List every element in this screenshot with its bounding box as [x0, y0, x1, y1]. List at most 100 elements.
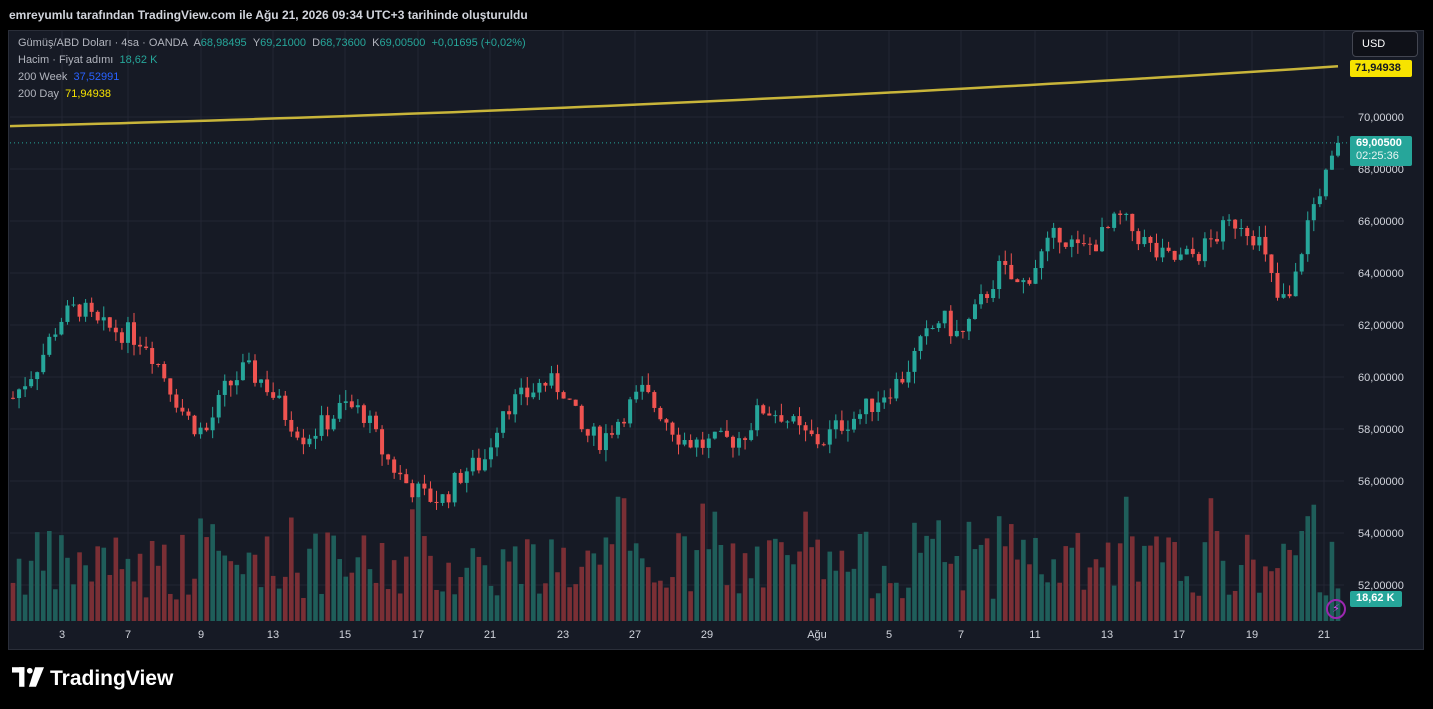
candle-body: [797, 416, 802, 426]
candle-body: [192, 415, 197, 435]
candle-body: [1196, 254, 1201, 262]
candle-body: [809, 430, 814, 435]
volume-bar: [1190, 592, 1196, 621]
volume-bar: [760, 587, 766, 621]
volume-bar: [906, 587, 911, 621]
ma-day-value: 71,94938: [65, 88, 111, 100]
candle-body: [815, 434, 820, 445]
candle-body: [646, 384, 651, 393]
y-tick-label: 62,00000: [1358, 320, 1404, 332]
candle-body: [1184, 248, 1189, 255]
volume-bar: [966, 521, 972, 621]
candle-body: [658, 407, 663, 420]
volume-bar: [900, 598, 905, 621]
candle-body: [888, 397, 893, 399]
volume-bar: [1081, 589, 1087, 621]
candle-body: [41, 354, 46, 373]
close-value: 69,00500: [379, 37, 426, 49]
volume-bar: [1214, 531, 1220, 621]
volume-tag: 18,62 K: [1350, 591, 1402, 607]
candle-body: [1166, 247, 1171, 251]
volume-bar: [930, 538, 935, 621]
legend-ma-day-row[interactable]: 200 Day 71,94938: [18, 86, 526, 103]
volume-bar: [803, 511, 808, 621]
candle-body: [307, 438, 312, 445]
candle-body: [17, 389, 22, 399]
candle-body: [773, 415, 778, 417]
candle-body: [488, 447, 493, 460]
volume-bar: [476, 556, 482, 621]
candle-body: [616, 421, 621, 435]
volume-bar: [875, 593, 881, 621]
currency-button[interactable]: USD: [1352, 31, 1418, 57]
candle-body: [749, 430, 754, 440]
volume-bar: [1154, 536, 1159, 621]
x-tick-label: 9: [198, 629, 204, 641]
candle-body: [1299, 254, 1304, 272]
candle-body: [495, 432, 500, 448]
candle-body: [948, 310, 953, 337]
volume-bar: [724, 585, 730, 621]
candle-body: [706, 438, 711, 448]
volume-bar: [894, 582, 899, 621]
volume-bar: [585, 550, 591, 621]
candle-body: [712, 431, 717, 439]
candle-body: [585, 429, 590, 436]
candle-body: [851, 418, 856, 430]
volume-bar: [1136, 581, 1141, 621]
volume-bar: [131, 581, 137, 621]
chart-legend: Gümüş/ABD Doları · 4sa · OANDA A68,98495…: [18, 35, 526, 103]
volume-bar: [1232, 590, 1238, 621]
volume-bar: [246, 552, 252, 621]
volume-bar: [736, 593, 742, 621]
x-tick-label: 7: [125, 629, 131, 641]
candle-body: [1263, 236, 1268, 255]
symbol-label[interactable]: Gümüş/ABD Doları · 4sa · OANDA: [18, 37, 188, 49]
volume-bar: [204, 537, 209, 621]
candle-body: [882, 397, 887, 403]
candle-body: [501, 411, 506, 433]
candle-body: [531, 392, 536, 398]
volume-bar: [1111, 585, 1117, 621]
candle-body: [434, 501, 439, 503]
volume-bar: [65, 557, 70, 621]
volume-bar: [730, 543, 736, 621]
volume-bar: [718, 544, 724, 621]
flash-icon[interactable]: ⚡: [1326, 599, 1346, 619]
volume-label: Hacim · Fiyat adımı: [18, 54, 114, 66]
volume-bar: [754, 546, 760, 621]
volume-bar: [706, 549, 712, 621]
candle-body: [1329, 155, 1334, 170]
volume-bar: [555, 572, 560, 621]
x-tick-label: 3: [59, 629, 65, 641]
volume-bar: [95, 546, 101, 621]
volume-bar: [978, 544, 984, 621]
candle-body: [65, 305, 70, 322]
tradingview-logo-icon: [12, 667, 44, 687]
legend-volume-row[interactable]: Hacim · Fiyat adımı 18,62 K: [18, 52, 526, 69]
volume-bar: [416, 497, 421, 621]
candle-body: [59, 321, 64, 335]
y-tick-label: 56,00000: [1358, 476, 1404, 488]
volume-bar: [924, 535, 929, 621]
volume-bar: [16, 558, 22, 621]
y-tick-label: 68,00000: [1358, 164, 1404, 176]
volume-bar: [1226, 594, 1232, 621]
volume-bar: [766, 540, 772, 621]
volume-bar: [1208, 498, 1214, 621]
candle-body: [833, 420, 838, 430]
candle-body: [319, 415, 324, 436]
volume-bar: [337, 559, 343, 621]
candle-body: [482, 459, 487, 471]
legend-ma-week-row[interactable]: 200 Week 37,52991: [18, 69, 526, 86]
x-tick-label: 29: [701, 629, 713, 641]
volume-bar: [1129, 536, 1135, 621]
candle-body: [779, 415, 784, 422]
volume-bar: [470, 548, 476, 621]
x-tick-label: 17: [412, 629, 424, 641]
candle-body: [519, 387, 524, 395]
volume-bar: [1160, 562, 1165, 621]
volume-bar: [434, 589, 439, 621]
candle-body: [839, 420, 844, 431]
